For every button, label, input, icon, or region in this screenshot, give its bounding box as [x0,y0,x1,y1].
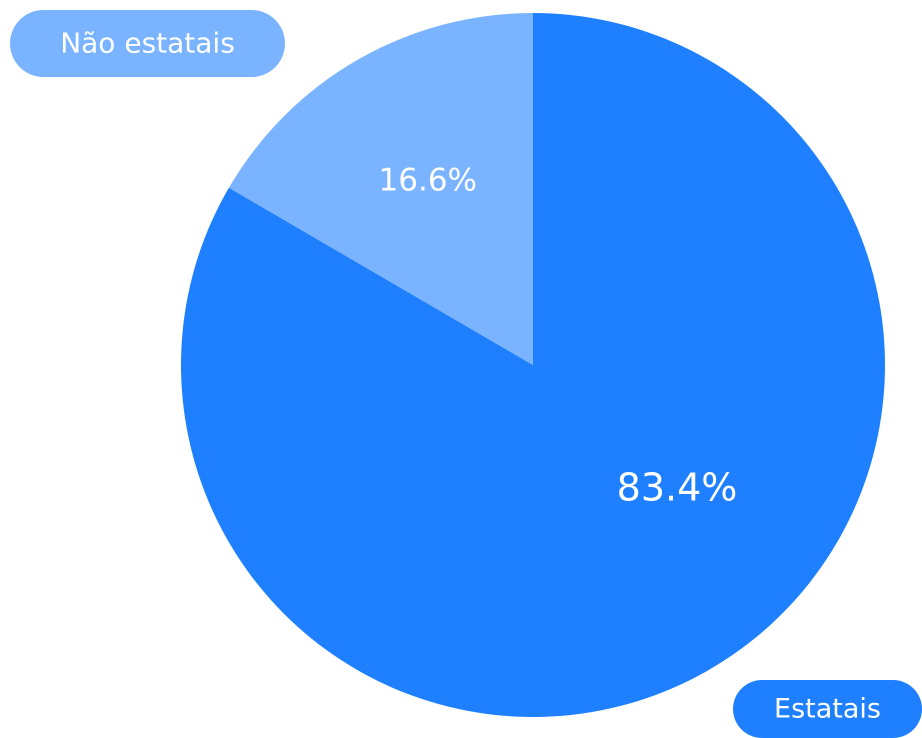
legend-label: Estatais [774,694,881,725]
legend-pill [10,10,285,77]
slice-label: 16.6% [379,162,477,198]
pie-slice [180,13,885,717]
legend-pill [733,680,922,738]
slice-label: 83.4% [617,466,738,510]
legend-label: Não estatais [60,27,235,60]
pie-slice [228,13,533,365]
